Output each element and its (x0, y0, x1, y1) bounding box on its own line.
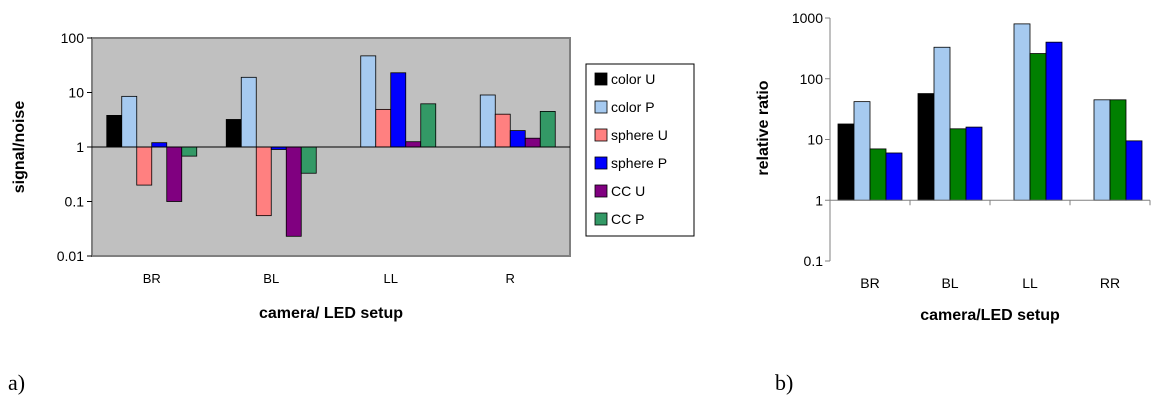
chart-a-bar (225, 119, 242, 148)
chart-b-x-tick-label: LL (1022, 275, 1038, 291)
chart-a-bar (240, 76, 257, 148)
chart-a-y-tick-label: 1 (76, 139, 84, 155)
chart-a-y-tick-label: 10 (68, 85, 84, 101)
chart-a-bar (106, 115, 123, 148)
chart-a-legend-swatch (594, 128, 608, 142)
chart-a-bar (405, 141, 422, 148)
chart-a-bar (509, 130, 526, 148)
chart-a-legend-swatch (594, 100, 608, 114)
chart-b: 0.1 1 10 100 1000 BR BL LL RR relative ratio ca… (755, 10, 1151, 395)
chart-b-y-ticks: 0.1 1 10 100 1000 (792, 10, 830, 269)
chart-a-legend-swatch (594, 212, 608, 226)
chart-a-bar (375, 108, 392, 148)
chart-b-bar (1045, 41, 1063, 201)
chart-a-bar (166, 146, 183, 202)
chart-b-y-tick-label: 100 (800, 71, 824, 87)
chart-b-y-axis-title: relative ratio (755, 80, 772, 175)
chart-a-bar (360, 55, 377, 148)
chart-a-x-tick-label: BL (263, 271, 279, 286)
chart-b-bar (1013, 23, 1031, 201)
chart-b-bar (1125, 140, 1143, 201)
chart-a-legend-label: sphere U (611, 127, 668, 143)
chart-b-x-tick-label: BL (941, 275, 958, 291)
chart-a-legend-label: color U (611, 71, 655, 87)
chart-a-legend-swatch (594, 184, 608, 198)
chart-a-bar (300, 146, 317, 174)
chart-a-bar (255, 146, 272, 217)
chart-a-legend-label: CC U (611, 183, 645, 199)
chart-a-legend-box (585, 63, 695, 237)
chart-a-x-axis-title: camera/ LED setup (259, 305, 403, 322)
chart-b-x-ticks: BR BL LL RR (860, 200, 1151, 291)
chart-a-legend: color U color P sphere U sphere P CC U CC P (585, 63, 695, 237)
chart-a-x-tick-label: BR (143, 271, 161, 286)
chart-b-bar (933, 46, 951, 201)
chart-a-bar (121, 95, 138, 148)
chart-a-bar (285, 146, 302, 237)
chart-a-bar (494, 113, 511, 148)
chart-a-y-tick-label: 100 (61, 30, 85, 46)
panel-label-b: b) (775, 370, 793, 395)
chart-b-bar (917, 93, 935, 201)
chart-b-bar (1029, 53, 1047, 201)
chart-a-y-tick-label: 0.01 (57, 248, 84, 264)
chart-b-bar (965, 126, 983, 201)
chart-a-y-axis-title: signal/noise (11, 101, 28, 194)
chart-b-x-tick-label: RR (1100, 275, 1120, 291)
chart-a-bar (181, 146, 198, 157)
chart-a-bar (539, 110, 556, 148)
chart-b-y-tick-label: 0.1 (804, 253, 824, 269)
chart-a-x-tick-label: R (506, 271, 515, 286)
chart-a-legend-label: color P (611, 99, 655, 115)
chart-a-legend-swatch (594, 156, 608, 170)
chart-a-legend-label: CC P (611, 211, 644, 227)
chart-b-y-tick-label: 1000 (792, 10, 823, 26)
chart-a-bar (524, 137, 541, 148)
chart-b-bar (853, 101, 871, 201)
chart-a-y-ticks: 0.01 0.1 1 10 100 (57, 30, 92, 264)
chart-a-legend-swatch (594, 72, 608, 86)
chart-a-y-tick-label: 0.1 (65, 194, 85, 210)
chart-a-bar (151, 142, 168, 148)
chart-a-bar (136, 146, 153, 186)
chart-a-bars (92, 55, 570, 237)
chart-a-bar (390, 72, 407, 148)
chart-b-bar (837, 123, 855, 201)
chart-b-x-axis-title: camera/LED setup (920, 307, 1060, 324)
chart-b-bar (1109, 99, 1127, 201)
chart-a: 0.01 0.1 1 10 100 BR BL LL R signal/noise camer… (8, 30, 695, 395)
chart-b-bar (949, 128, 967, 201)
chart-a-bar (479, 94, 496, 148)
chart-b-y-tick-label: 10 (807, 132, 823, 148)
panel-label-a: a) (8, 370, 25, 395)
chart-a-legend-label: sphere P (611, 155, 667, 171)
chart-b-bar (1093, 99, 1111, 201)
chart-b-x-tick-label: BR (860, 275, 879, 291)
chart-a-x-tick-label: LL (384, 271, 398, 286)
chart-b-y-tick-label: 1 (815, 192, 823, 208)
chart-a-bar (420, 103, 437, 148)
chart-a-x-ticks: BR BL LL R (143, 271, 515, 286)
chart-b-bar (869, 148, 887, 201)
chart-b-bar (885, 152, 903, 201)
